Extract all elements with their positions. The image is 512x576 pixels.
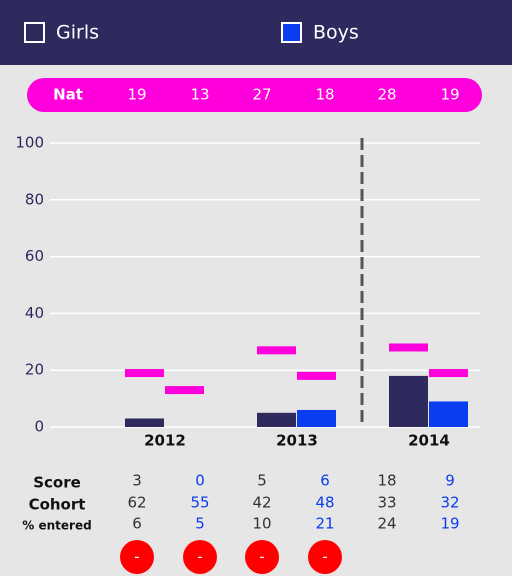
score-value: 0 xyxy=(195,472,205,490)
x-tick-label: 2013 xyxy=(276,432,318,450)
nat-value: 19 xyxy=(440,86,459,104)
nat-marker xyxy=(257,346,296,355)
row-label: Score xyxy=(33,474,81,492)
nat-marker xyxy=(389,343,428,352)
row-label: % entered xyxy=(22,519,91,533)
score-value: 5 xyxy=(257,472,267,490)
y-tick-label: 40 xyxy=(25,304,44,322)
entered-value: 5 xyxy=(195,515,205,533)
legend-label: Girls xyxy=(56,22,99,44)
entered-value: 6 xyxy=(132,515,142,533)
bar xyxy=(257,412,296,427)
y-tick-label: 0 xyxy=(34,418,44,436)
flag-text: - xyxy=(259,548,264,566)
nat-marker xyxy=(125,369,164,378)
bar xyxy=(297,409,336,427)
nat-value: 28 xyxy=(377,86,396,104)
entered-value: 21 xyxy=(315,515,334,533)
nat-marker xyxy=(165,386,204,395)
x-tick-label: 2014 xyxy=(408,432,450,450)
entered-value: 19 xyxy=(440,515,459,533)
y-tick-label: 100 xyxy=(15,134,44,152)
flag-text: - xyxy=(134,548,139,566)
flag-text: - xyxy=(197,548,202,566)
header xyxy=(0,0,512,65)
nat-value: 13 xyxy=(190,86,209,104)
flag-circle xyxy=(245,540,279,574)
nat-marker xyxy=(297,371,336,380)
score-value: 9 xyxy=(445,472,455,490)
cohort-value: 55 xyxy=(190,494,209,512)
cohort-value: 62 xyxy=(127,494,146,512)
score-value: 18 xyxy=(377,472,396,490)
entered-value: 10 xyxy=(252,515,271,533)
nat-value: 19 xyxy=(127,86,146,104)
flag-circle xyxy=(183,540,217,574)
bar xyxy=(389,375,428,427)
y-tick-label: 80 xyxy=(25,190,44,208)
legend-swatch xyxy=(24,22,45,43)
flag-circle xyxy=(120,540,154,574)
cohort-value: 42 xyxy=(252,494,271,512)
flag-circle xyxy=(308,540,342,574)
nat-label: Nat xyxy=(53,86,83,104)
row-label: Cohort xyxy=(29,496,86,514)
nat-value: 27 xyxy=(252,86,271,104)
legend-label: Boys xyxy=(313,22,359,44)
cohort-value: 48 xyxy=(315,494,334,512)
nat-marker xyxy=(429,369,468,378)
bar xyxy=(125,418,164,427)
legend-swatch xyxy=(281,22,302,43)
flag-text: - xyxy=(322,548,327,566)
nat-pill xyxy=(27,78,482,112)
score-value: 6 xyxy=(320,472,330,490)
y-tick-label: 60 xyxy=(25,247,44,265)
x-tick-label: 2012 xyxy=(144,432,186,450)
cohort-value: 32 xyxy=(440,494,459,512)
bar xyxy=(429,401,468,427)
score-value: 3 xyxy=(132,472,142,490)
y-tick-label: 20 xyxy=(25,361,44,379)
nat-value: 18 xyxy=(315,86,334,104)
cohort-value: 33 xyxy=(377,494,396,512)
entered-value: 24 xyxy=(377,515,396,533)
